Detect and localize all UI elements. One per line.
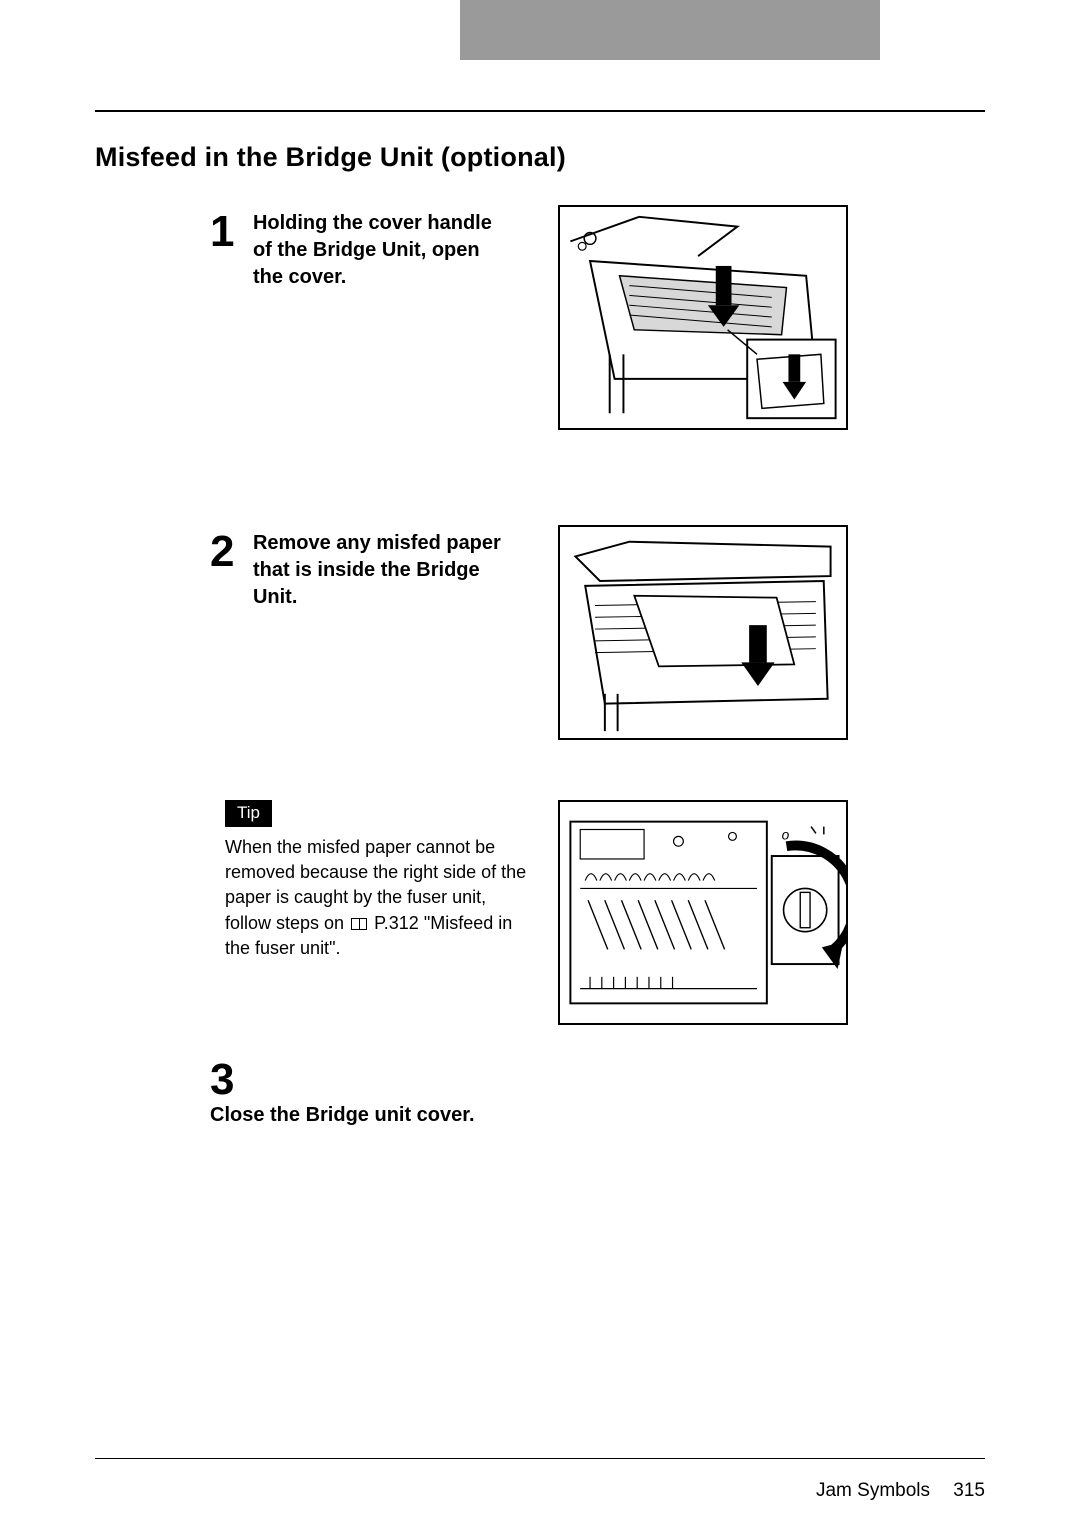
step-3-number: 3 xyxy=(210,1058,234,1102)
footer-section: Jam Symbols xyxy=(816,1480,930,1501)
step-1: 1 Holding the cover handle of the Bridge… xyxy=(210,210,530,291)
bottom-rule xyxy=(95,1458,985,1459)
step-1-text: Holding the cover handle of the Bridge U… xyxy=(253,210,513,291)
figure-2 xyxy=(558,525,848,740)
tip-text: When the misfed paper cannot be removed … xyxy=(225,835,530,961)
step-2: 2 Remove any misfed paper that is inside… xyxy=(210,530,530,611)
svg-text:o: o xyxy=(782,827,790,842)
header-tab xyxy=(460,0,880,60)
section-title: Misfeed in the Bridge Unit (optional) xyxy=(95,142,566,173)
tip-box: Tip When the misfed paper cannot be remo… xyxy=(225,800,530,961)
step-3: 3 Close the Bridge unit cover. xyxy=(210,1058,530,1129)
tip-label: Tip xyxy=(225,800,272,827)
footer-text: Jam Symbols 315 xyxy=(816,1480,985,1502)
figure-3: o xyxy=(558,800,848,1025)
figure-1 xyxy=(558,205,848,430)
step-2-text: Remove any misfed paper that is inside t… xyxy=(253,530,513,611)
step-2-number: 2 xyxy=(210,530,234,574)
book-icon xyxy=(351,918,367,930)
footer-page: 315 xyxy=(953,1480,985,1501)
step-3-text: Close the Bridge unit cover. xyxy=(210,1102,510,1129)
top-rule xyxy=(95,110,985,112)
step-1-number: 1 xyxy=(210,210,234,254)
